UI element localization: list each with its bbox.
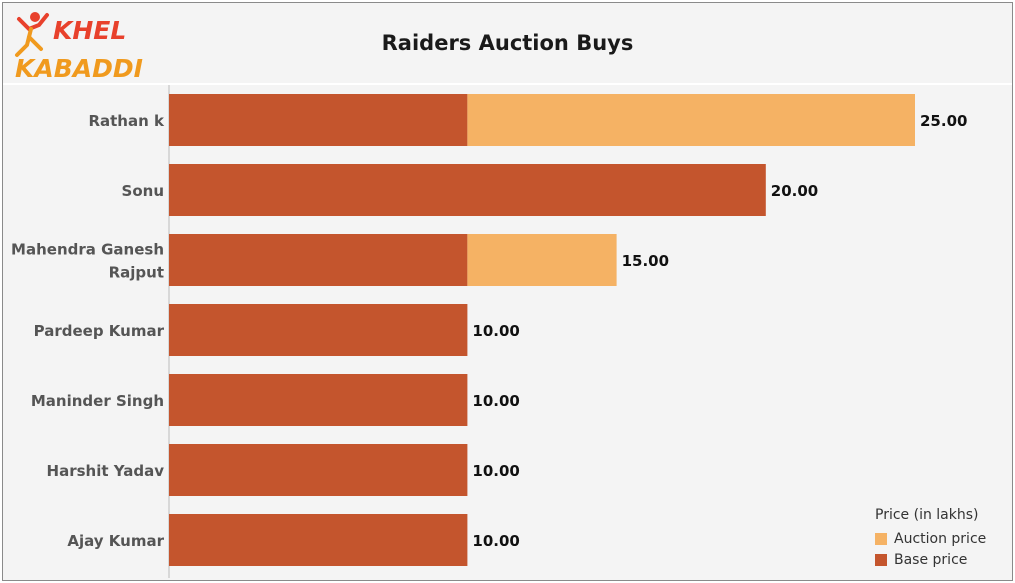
legend-label-auction: Auction price [894,530,987,547]
value-label: 10.00 [472,392,519,410]
value-label: 15.00 [622,252,669,270]
category-label: Maninder Singh [31,392,164,410]
legend-item-base[interactable]: Base price [875,549,1005,570]
bar-auction-2[interactable] [467,234,617,286]
bar-auction-0[interactable] [467,94,915,146]
bar-base-1[interactable] [169,164,766,216]
category-label: Rathan k [88,112,165,130]
bar-base-0[interactable] [169,94,468,146]
legend: Price (in lakhs) Auction price Base pric… [875,507,1005,570]
bar-base-4[interactable] [169,374,468,426]
svg-text:KHEL: KHEL [53,16,126,45]
bar-base-3[interactable] [169,304,468,356]
chart-title: Raiders Auction Buys [381,31,634,55]
legend-label-base: Base price [894,551,968,568]
category-label: Pardeep Kumar [34,322,165,340]
value-label: 10.00 [472,462,519,480]
svg-text:KABADDI: KABADDI [15,54,143,83]
category-label: Rajput [109,264,164,282]
khel-kabaddi-logo: KHEL KABADDI [15,12,143,83]
bar-base-2[interactable] [169,234,468,286]
legend-title: Price (in lakhs) [875,507,979,523]
value-label: 10.00 [472,322,519,340]
value-label: 25.00 [920,112,967,130]
category-label: Mahendra Ganesh [11,241,164,259]
category-label: Ajay Kumar [67,532,164,550]
bar-base-6[interactable] [169,514,468,566]
value-label: 10.00 [472,532,519,550]
category-label: Harshit Yadav [47,462,165,480]
bar-base-5[interactable] [169,444,468,496]
category-label: Sonu [122,182,164,200]
legend-swatch-base [875,553,887,566]
legend-item-auction[interactable]: Auction price [875,528,1005,549]
bar-chart: 25.00 Rathan k 20.00 Sonu 15.00 Mahendra Gane… [11,85,967,578]
value-label: 20.00 [771,182,818,200]
legend-swatch-auction [875,532,887,545]
header: KHEL KABADDI Raiders Auction Buys [3,3,1012,85]
